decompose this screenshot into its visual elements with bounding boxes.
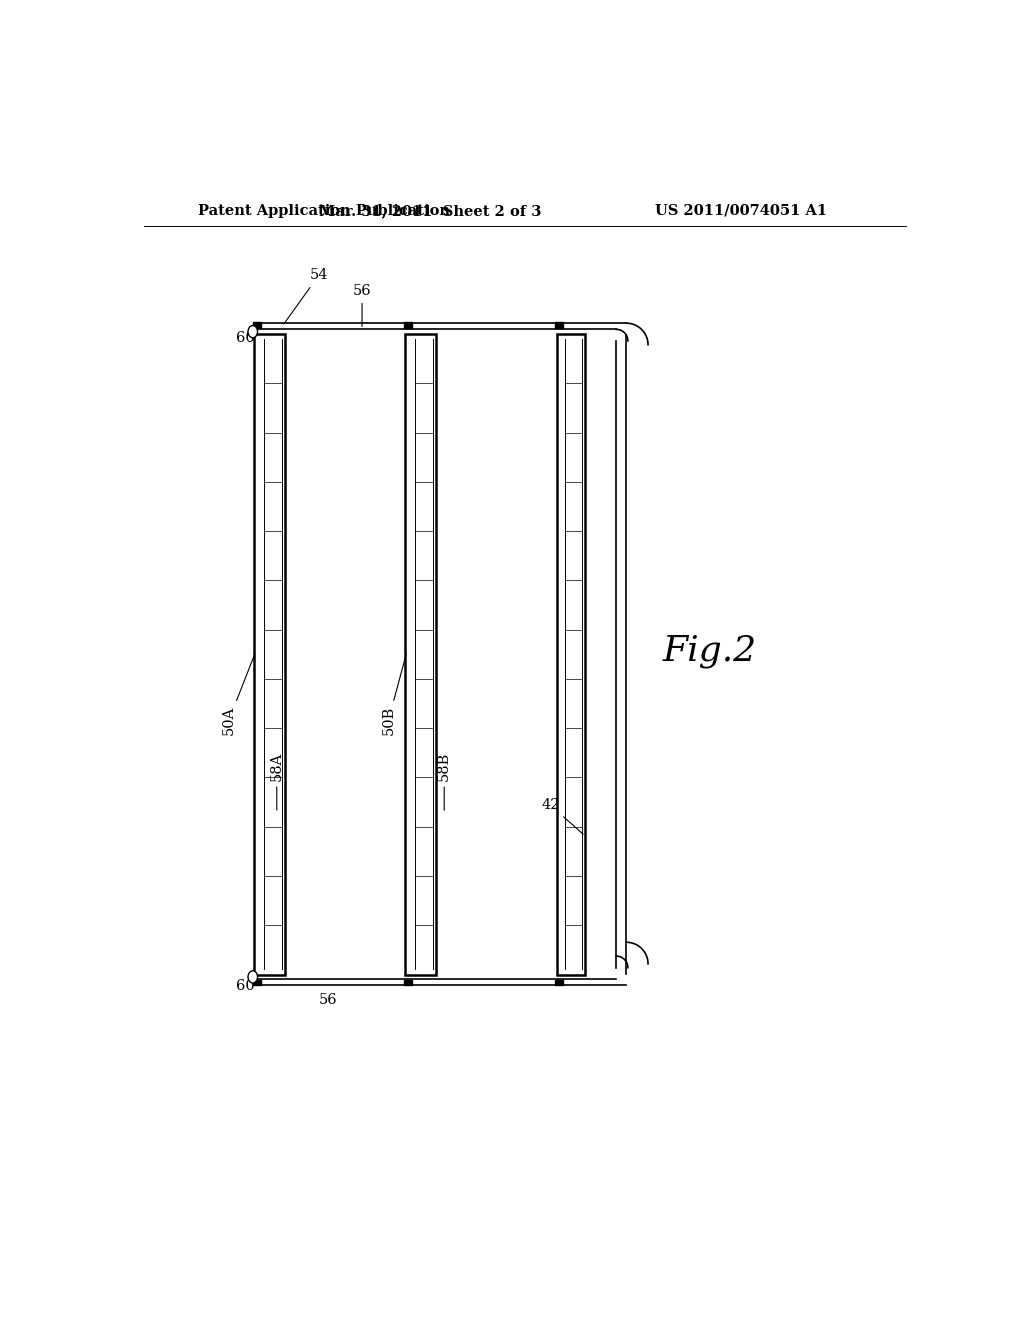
Bar bbox=[254, 334, 286, 974]
Bar bbox=[406, 334, 436, 974]
Text: Fig.2: Fig.2 bbox=[663, 634, 757, 668]
Bar bbox=[403, 322, 412, 327]
Text: 42: 42 bbox=[541, 799, 584, 834]
Bar bbox=[253, 322, 260, 327]
Text: 56: 56 bbox=[318, 993, 337, 1007]
Text: 58B: 58B bbox=[437, 752, 452, 810]
Bar bbox=[403, 979, 412, 985]
Text: 56: 56 bbox=[352, 284, 372, 326]
Text: 60: 60 bbox=[237, 331, 255, 345]
Text: Patent Application Publication: Patent Application Publication bbox=[198, 203, 450, 218]
Bar bbox=[253, 979, 260, 985]
Bar bbox=[555, 322, 563, 327]
Text: 60: 60 bbox=[237, 979, 255, 993]
Circle shape bbox=[248, 326, 258, 338]
Circle shape bbox=[248, 970, 258, 983]
Text: 50A: 50A bbox=[222, 653, 255, 735]
Text: US 2011/0074051 A1: US 2011/0074051 A1 bbox=[655, 203, 827, 218]
Text: 50B: 50B bbox=[381, 653, 407, 735]
Text: 54: 54 bbox=[284, 268, 328, 323]
Text: Mar. 31, 2011  Sheet 2 of 3: Mar. 31, 2011 Sheet 2 of 3 bbox=[319, 203, 542, 218]
Bar bbox=[557, 334, 586, 974]
Text: 58A: 58A bbox=[269, 752, 284, 810]
Bar bbox=[555, 979, 563, 985]
